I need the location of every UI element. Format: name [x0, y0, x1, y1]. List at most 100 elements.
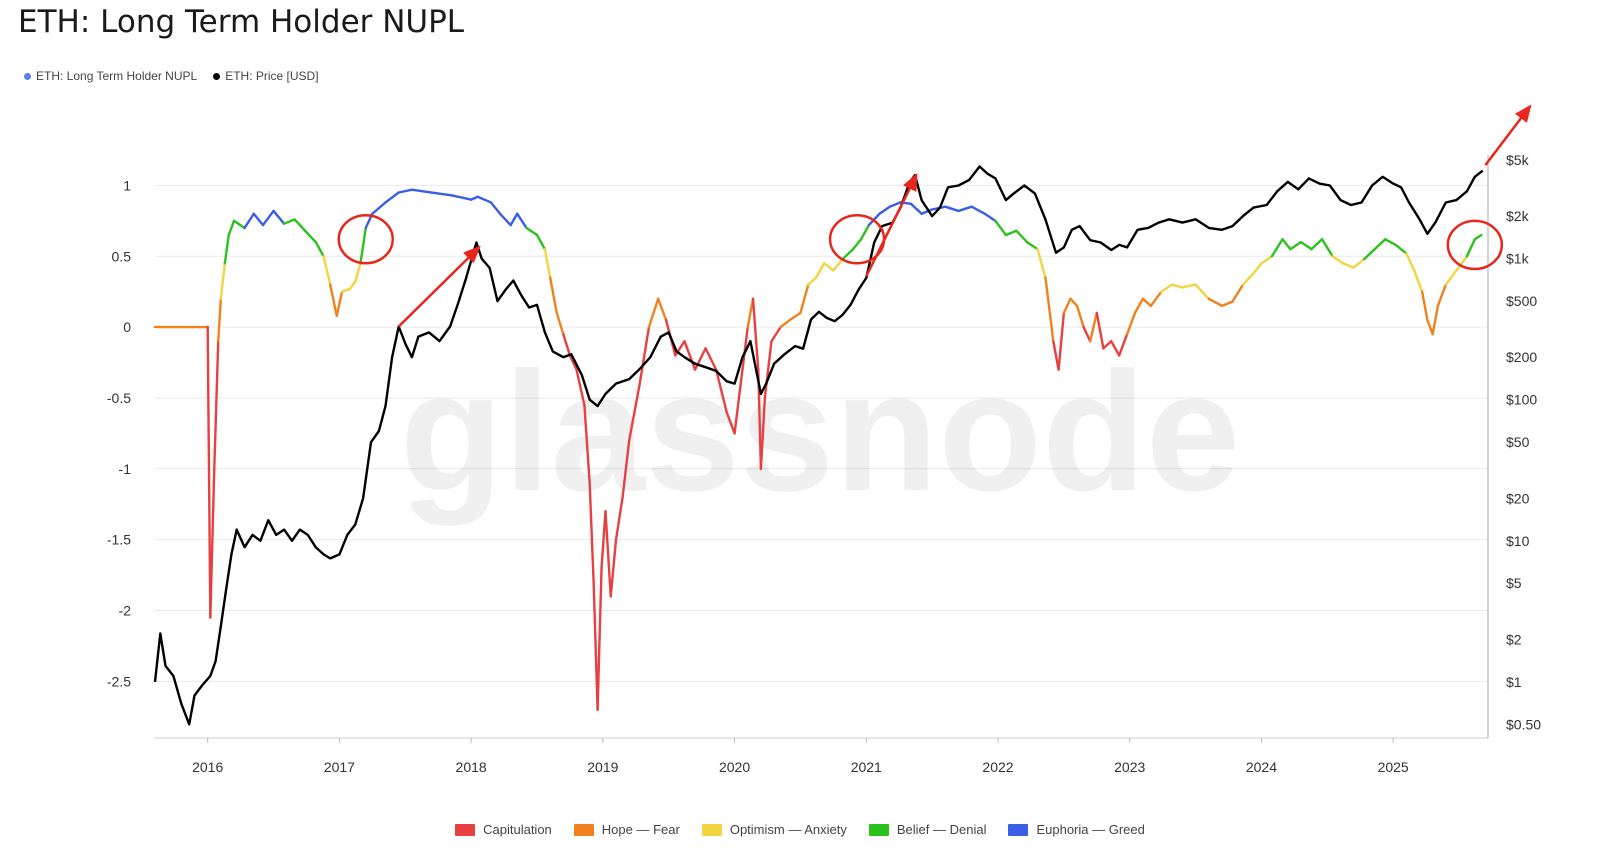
- nupl-segment: [1270, 238, 1284, 258]
- nupl-segment: [252, 212, 265, 227]
- nupl-segment: [1455, 255, 1469, 272]
- nupl-segment: [832, 257, 844, 272]
- nupl-segment: [410, 188, 433, 194]
- nupl-segment: [1133, 297, 1145, 315]
- annotation-arrow: [1484, 104, 1532, 166]
- legend-label-nupl: ETH: Long Term Holder NUPL: [36, 69, 198, 83]
- nupl-segment: [1089, 311, 1098, 343]
- legend-swatch: [455, 823, 476, 836]
- nupl-segment: [583, 403, 591, 485]
- nupl-segment: [1436, 283, 1448, 308]
- nupl-segment: [335, 290, 344, 317]
- nupl-segment: [1057, 311, 1066, 371]
- nupl-segment: [746, 297, 755, 329]
- y-right-tick-label: $100: [1506, 392, 1537, 408]
- nupl-segment: [733, 368, 744, 435]
- nupl-segment: [328, 283, 338, 317]
- nupl-segment: [1141, 297, 1152, 308]
- legend-zone-euphoria-greed[interactable]: Euphoria — Greed: [1008, 822, 1145, 837]
- annotation-circle: [337, 214, 395, 265]
- nupl-segment: [509, 212, 519, 227]
- legend-top: ETH: Long Term Holder NUPL ETH: Price [U…: [24, 69, 319, 83]
- nupl-segment: [525, 226, 539, 237]
- nupl-segment: [647, 297, 660, 329]
- nupl-segment: [303, 229, 317, 244]
- nupl-segment: [562, 332, 572, 357]
- nupl-segment: [223, 233, 230, 265]
- legend-zone-label: Hope — Fear: [601, 822, 680, 837]
- nupl-segment: [555, 311, 565, 336]
- nupl-segment: [1194, 283, 1210, 300]
- chart-title: ETH: Long Term Holder NUPL: [18, 4, 465, 40]
- legend-item-nupl[interactable]: ETH: Long Term Holder NUPL: [24, 69, 197, 83]
- nupl-segment: [751, 297, 760, 371]
- nupl-segment: [1252, 262, 1263, 275]
- nupl-segment: [206, 325, 212, 619]
- nupl-segment: [282, 218, 296, 225]
- nupl-segment: [693, 347, 707, 371]
- legend-zone-capitulation[interactable]: Capitulation: [455, 822, 552, 837]
- nupl-segment: [1289, 240, 1303, 251]
- legend-zone-hope-fear[interactable]: Hope — Fear: [573, 822, 680, 837]
- nupl-segment: [1420, 290, 1429, 322]
- nupl-segment: [1170, 283, 1184, 289]
- nupl-segment: [384, 191, 400, 204]
- legend-zone-label: Optimism — Anxiety: [729, 822, 847, 837]
- nupl-segment: [227, 219, 236, 237]
- nupl-segment: [217, 297, 223, 343]
- nupl-segment: [1095, 311, 1105, 350]
- nupl-segment: [1160, 283, 1174, 293]
- y-right-tick-label: $500: [1506, 293, 1537, 309]
- nupl-segment: [714, 368, 728, 414]
- nupl-segment: [807, 276, 818, 286]
- legend-swatch: [868, 823, 889, 836]
- nupl-segment: [600, 510, 607, 570]
- y-right-tick-label: $1: [1506, 674, 1522, 690]
- nupl-segment: [354, 262, 362, 283]
- nupl-segment: [604, 510, 612, 598]
- legend-swatch: [701, 823, 722, 836]
- nupl-segment: [759, 396, 767, 470]
- nupl-segment: [430, 191, 453, 197]
- nupl-segment: [1310, 238, 1324, 251]
- y-right-tick-label: $5: [1506, 575, 1522, 591]
- nupl-segment: [683, 340, 697, 371]
- nupl-segment: [841, 247, 855, 261]
- annotation-arrow: [865, 172, 918, 277]
- x-tick-label: 2021: [851, 759, 882, 775]
- nupl-segment: [243, 212, 255, 230]
- nupl-segment: [575, 368, 586, 407]
- nupl-segment: [859, 223, 871, 241]
- y-right-tick-label: $50: [1506, 434, 1530, 450]
- y-left-tick-label: 0: [123, 319, 131, 335]
- nupl-segment: [1320, 238, 1334, 258]
- nupl-segment: [450, 194, 473, 201]
- nupl-segment: [851, 238, 863, 251]
- nupl-segment: [1341, 262, 1355, 269]
- legend-zone-optimism-anxiety[interactable]: Optimism — Anxiety: [701, 822, 847, 837]
- y-right-tick-label: $1k: [1506, 251, 1530, 267]
- nupl-segment: [627, 382, 641, 442]
- nupl-segment: [1373, 238, 1387, 251]
- nupl-segment: [209, 467, 216, 619]
- annotation-arrow: [397, 245, 481, 328]
- nupl-segment: [1473, 233, 1483, 241]
- nupl-segment: [1394, 243, 1408, 255]
- nupl-segment: [261, 209, 275, 227]
- nupl-segment: [909, 202, 923, 215]
- nupl-segment: [725, 410, 736, 435]
- nupl-segment: [1036, 247, 1047, 279]
- nupl-segment: [1352, 257, 1366, 269]
- nupl-segment: [1413, 269, 1424, 293]
- nupl-segment: [1125, 311, 1137, 336]
- nupl-segment: [588, 481, 595, 584]
- nupl-segment: [970, 205, 987, 215]
- legend-zone-belief-denial[interactable]: Belief — Denial: [868, 822, 986, 837]
- nupl-segment: [1231, 283, 1245, 303]
- nupl-segment: [621, 439, 631, 499]
- nupl-segment: [340, 287, 352, 293]
- nupl-segment: [1260, 255, 1274, 265]
- nupl-series: [153, 188, 1483, 711]
- legend-item-price[interactable]: ETH: Price [USD]: [213, 69, 319, 83]
- nupl-segment: [944, 205, 960, 213]
